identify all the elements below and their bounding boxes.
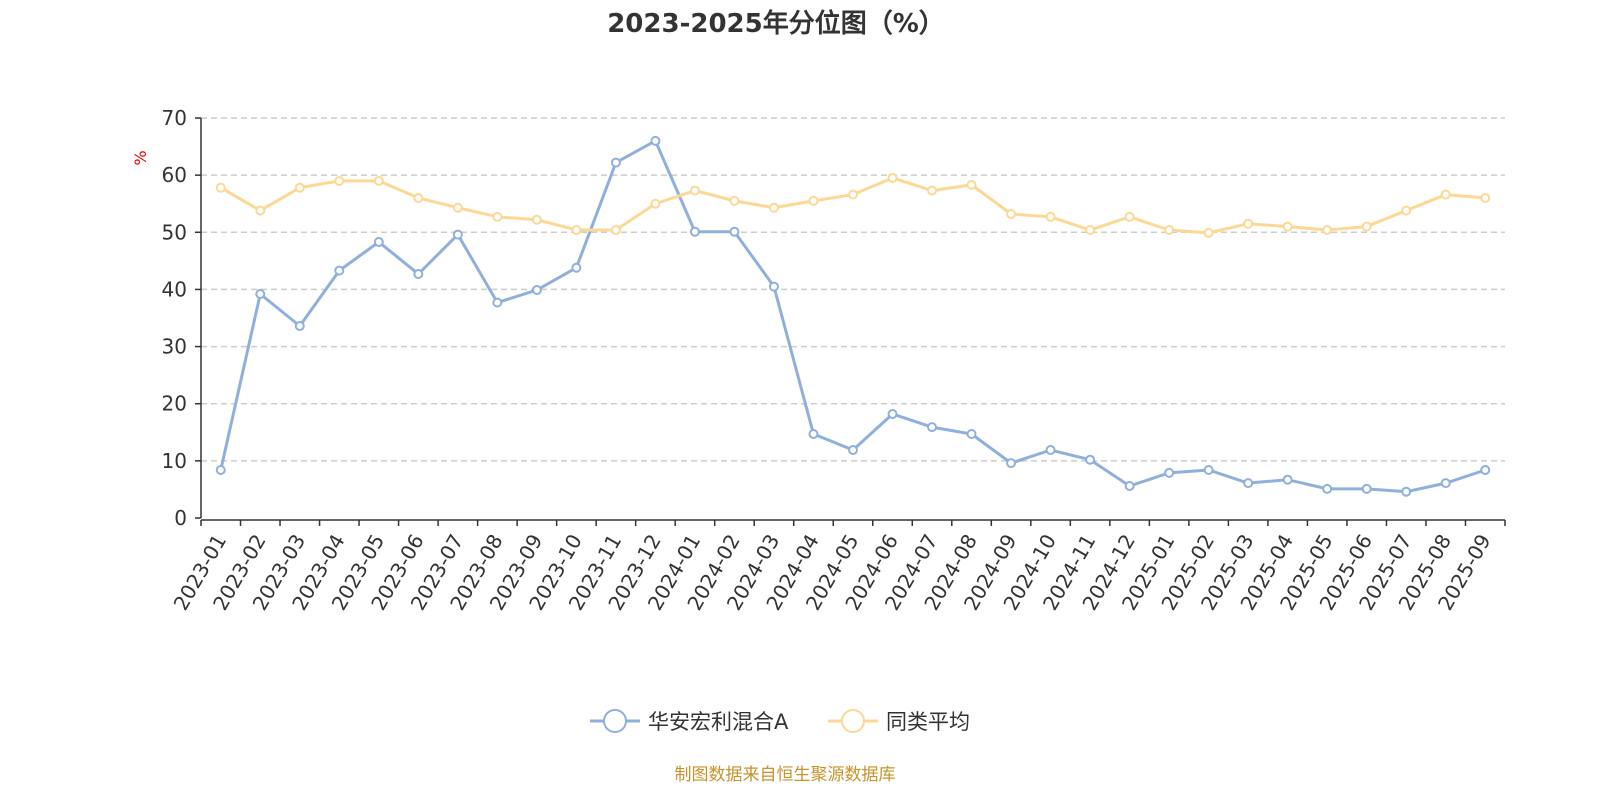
data-point — [1045, 445, 1056, 455]
data-point — [373, 237, 384, 247]
data-point — [927, 185, 938, 196]
y-tick-label: 40 — [162, 277, 187, 301]
data-point — [255, 289, 266, 299]
data-point — [1203, 227, 1214, 238]
data-point — [571, 225, 582, 235]
data-point — [729, 226, 740, 237]
data-point — [1361, 221, 1372, 232]
data-point — [1401, 205, 1412, 216]
data-point — [1164, 225, 1175, 235]
data-point — [1085, 454, 1096, 465]
y-tick-label: 20 — [162, 392, 187, 416]
legend-item-0[interactable]: 华安宏利混合A — [590, 709, 789, 734]
data-point — [966, 179, 977, 190]
data-point — [1401, 486, 1412, 497]
data-point — [1085, 225, 1096, 235]
data-point — [650, 135, 661, 146]
series-0 — [215, 135, 1491, 497]
data-point — [334, 265, 345, 276]
legend-circle-icon — [603, 709, 627, 733]
data-point — [255, 205, 266, 216]
data-point — [1164, 467, 1175, 478]
data-point — [768, 202, 779, 213]
data-point — [610, 157, 621, 168]
data-point — [531, 285, 542, 295]
y-tick-label: 30 — [162, 335, 187, 359]
series-line — [220, 176, 1486, 235]
data-point — [1440, 478, 1451, 489]
data-point — [1006, 458, 1017, 469]
data-point — [1006, 209, 1017, 219]
data-point — [1480, 465, 1491, 475]
chart-title: 2023-2025年分位图（%） — [607, 8, 945, 39]
series-1 — [215, 173, 1491, 238]
data-point — [215, 465, 226, 475]
data-point — [492, 297, 503, 308]
data-point — [1203, 465, 1214, 475]
data-point — [373, 175, 384, 186]
data-point — [808, 195, 819, 206]
data-point — [1124, 211, 1135, 222]
data-point — [887, 409, 898, 419]
data-point — [689, 226, 700, 237]
legend-label: 同类平均 — [886, 710, 970, 734]
data-point — [1243, 478, 1254, 489]
data-point — [1282, 221, 1293, 232]
data-point — [413, 193, 424, 203]
data-point — [848, 189, 858, 200]
y-tick-label: 50 — [162, 220, 187, 244]
data-point — [1440, 189, 1451, 200]
data-point — [492, 211, 503, 222]
data-point — [729, 195, 740, 206]
data-point — [1243, 218, 1254, 229]
legend-item-1[interactable]: 同类平均 — [828, 709, 970, 734]
data-point — [848, 445, 858, 455]
data-point — [452, 202, 463, 213]
data-point — [768, 281, 779, 292]
data-point — [215, 182, 226, 193]
legend-circle-icon — [841, 709, 865, 733]
y-tick-label: 10 — [162, 449, 187, 473]
data-point — [887, 173, 898, 183]
data-point — [413, 269, 424, 279]
data-point — [531, 214, 542, 225]
data-point — [294, 182, 305, 193]
y-tick-label: 60 — [162, 163, 187, 187]
data-point — [452, 229, 463, 240]
footer-source: 制图数据来自恒生聚源数据库 — [675, 765, 896, 785]
data-point — [689, 185, 700, 196]
data-point — [966, 429, 977, 439]
y-axis-label: % — [131, 150, 150, 165]
data-point — [1322, 483, 1333, 494]
data-point — [1322, 225, 1333, 235]
data-point — [1045, 211, 1056, 222]
data-point — [294, 321, 305, 331]
data-point — [1480, 193, 1491, 203]
legend-label: 华安宏利混合A — [648, 710, 789, 734]
data-point — [1361, 483, 1372, 494]
data-point — [610, 225, 621, 235]
data-point — [1282, 474, 1293, 485]
data-point — [650, 198, 661, 209]
y-tick-label: 0 — [174, 506, 187, 530]
data-point — [927, 422, 938, 433]
data-point — [334, 175, 345, 186]
y-tick-label: 70 — [162, 106, 187, 130]
data-point — [571, 262, 582, 273]
data-point — [1124, 481, 1135, 491]
data-point — [808, 429, 819, 439]
